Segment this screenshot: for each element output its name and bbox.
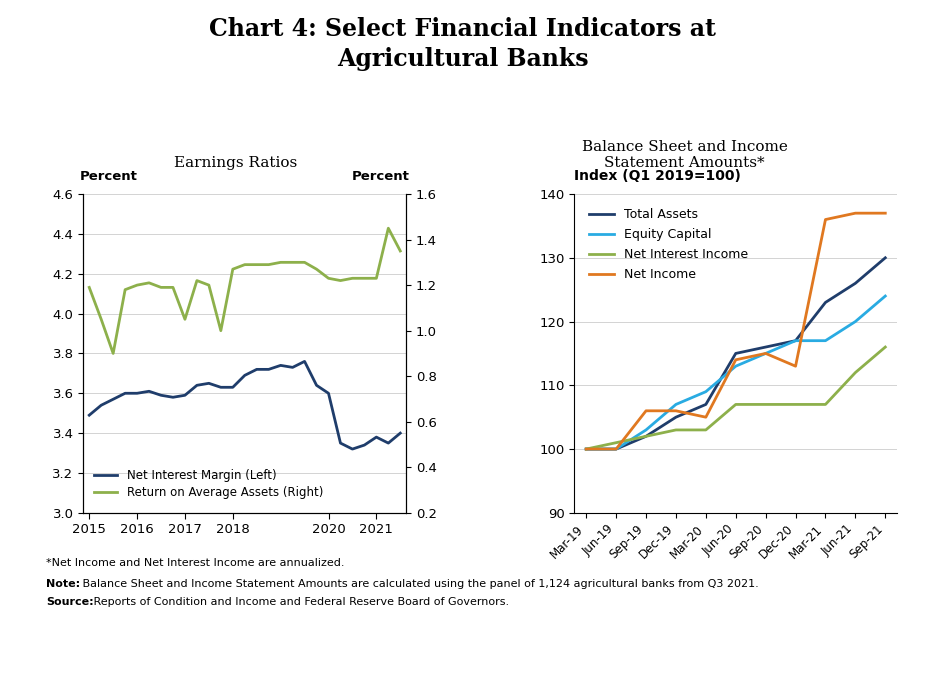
Total Assets (640, 432, 651, 441)
Equity Capital (880, 292, 891, 300)
Net Income (880, 209, 891, 218)
Total Assets (820, 298, 831, 306)
Net Income (730, 356, 741, 364)
Total Assets (760, 343, 771, 351)
Net Interest Income (581, 445, 592, 453)
Equity Capital (581, 445, 592, 453)
Net Interest Income (730, 401, 741, 409)
Text: Index (Q1 2019=100): Index (Q1 2019=100) (574, 169, 741, 183)
Total Assets (730, 349, 741, 358)
Net Interest Income (820, 401, 831, 409)
Equity Capital (671, 401, 682, 409)
Text: *Net Income and Net Interest Income are annualized.: *Net Income and Net Interest Income are … (46, 558, 345, 568)
Net Interest Income (700, 426, 711, 434)
Net Income (671, 407, 682, 415)
Total Assets (850, 279, 861, 288)
Equity Capital (850, 317, 861, 326)
Text: Source:: Source: (46, 597, 93, 607)
Text: Percent: Percent (80, 170, 138, 183)
Text: Balance Sheet and Income Statement Amounts are calculated using the panel of 1,1: Balance Sheet and Income Statement Amoun… (79, 579, 758, 588)
Text: Chart 4: Select Financial Indicators at
Agricultural Banks: Chart 4: Select Financial Indicators at … (209, 17, 716, 71)
Total Assets (790, 337, 801, 345)
Net Interest Income (760, 401, 771, 409)
Total Assets (581, 445, 592, 453)
Equity Capital (820, 337, 831, 345)
Equity Capital (790, 337, 801, 345)
Total Assets (880, 254, 891, 262)
Net Interest Income (880, 343, 891, 351)
Net Income (760, 349, 771, 358)
Equity Capital (730, 362, 741, 370)
Net Interest Income (790, 401, 801, 409)
Line: Equity Capital: Equity Capital (586, 296, 885, 449)
Net Income (640, 407, 651, 415)
Line: Net Income: Net Income (586, 213, 885, 449)
Net Income (850, 209, 861, 218)
Net Income (700, 413, 711, 421)
Text: Reports of Condition and Income and Federal Reserve Board of Governors.: Reports of Condition and Income and Fede… (90, 597, 509, 607)
Legend: Total Assets, Equity Capital, Net Interest Income, Net Income: Total Assets, Equity Capital, Net Intere… (584, 204, 753, 286)
Equity Capital (700, 387, 711, 396)
Net Income (790, 362, 801, 370)
Total Assets (610, 445, 622, 453)
Total Assets (700, 401, 711, 409)
Line: Total Assets: Total Assets (586, 258, 885, 449)
Net Income (581, 445, 592, 453)
Net Income (610, 445, 622, 453)
Net Interest Income (850, 369, 861, 377)
Net Interest Income (610, 439, 622, 447)
Net Interest Income (640, 432, 651, 441)
Equity Capital (610, 445, 622, 453)
Line: Net Interest Income: Net Interest Income (586, 347, 885, 449)
Total Assets (671, 413, 682, 421)
Net Interest Income (671, 426, 682, 434)
Text: Balance Sheet and Income
Statement Amounts*: Balance Sheet and Income Statement Amoun… (582, 139, 787, 170)
Equity Capital (640, 426, 651, 434)
Text: Note:: Note: (46, 579, 80, 588)
Net Income (820, 216, 831, 224)
Text: Percent: Percent (352, 170, 410, 183)
Text: Earnings Ratios: Earnings Ratios (174, 156, 298, 170)
Legend: Net Interest Margin (Left), Return on Average Assets (Right): Net Interest Margin (Left), Return on Av… (89, 465, 328, 504)
Equity Capital (760, 349, 771, 358)
